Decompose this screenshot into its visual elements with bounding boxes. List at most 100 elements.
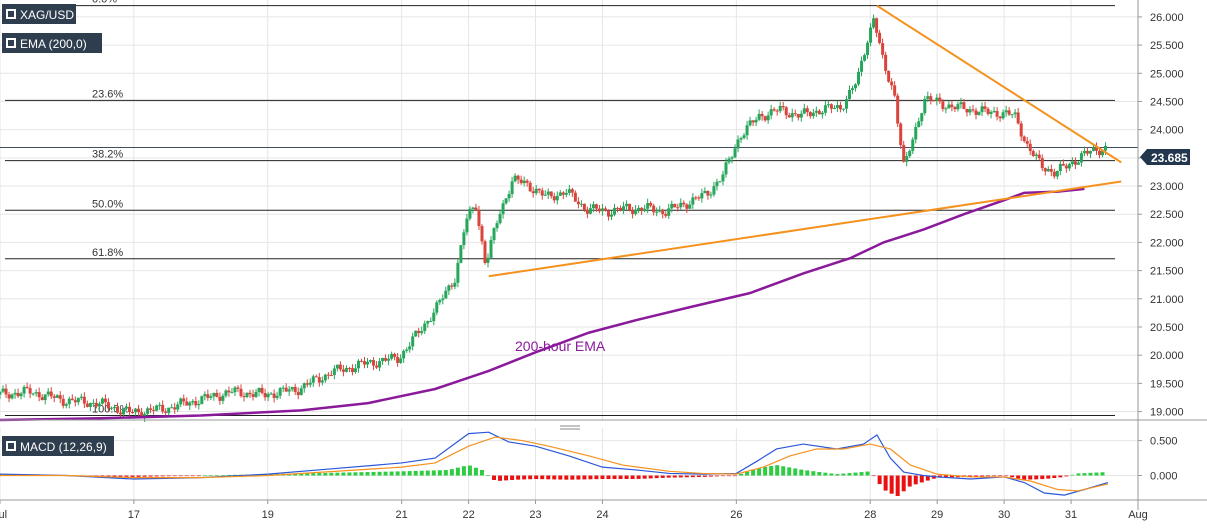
candle-body — [215, 392, 219, 397]
fib-level-label: 61.8% — [92, 247, 123, 259]
macd-histogram-bar — [371, 471, 376, 476]
macd-histogram-bar — [714, 475, 719, 477]
candle-body — [941, 101, 945, 109]
macd-histogram-bar — [516, 475, 521, 480]
macd-histogram-bar — [829, 473, 834, 476]
candle-body — [1025, 141, 1029, 144]
candle-body — [953, 107, 957, 110]
candle-body — [281, 387, 285, 389]
macd-histogram-bar — [769, 465, 774, 476]
candle-body — [317, 377, 321, 383]
candle-body — [212, 392, 216, 397]
macd-histogram-bar — [739, 473, 744, 476]
candle-body — [513, 175, 517, 182]
support-trendline — [488, 180, 1122, 278]
candle-body — [968, 109, 972, 113]
candle-body — [965, 108, 969, 113]
candle-body — [1, 388, 5, 392]
candle-body — [266, 393, 270, 398]
panel-resize-handle[interactable] — [560, 425, 580, 430]
macd-histogram-bar — [419, 470, 424, 476]
candle-body — [525, 180, 529, 183]
candle-body — [471, 207, 475, 209]
candle-body — [847, 89, 851, 100]
ema-legend[interactable]: EMA (200,0) — [2, 33, 102, 53]
candle-body — [103, 398, 107, 403]
grid — [0, 0, 1139, 500]
candle-body — [197, 404, 201, 406]
candle-body — [588, 208, 592, 214]
candle-body — [718, 181, 722, 183]
candle-body — [1091, 146, 1095, 151]
candle-body — [185, 401, 189, 406]
candle-body — [905, 156, 909, 162]
candle-body — [188, 402, 192, 406]
macd-histogram-bar — [540, 475, 545, 480]
candle-body — [634, 209, 638, 214]
fibonacci-levels: 0.0%23.6%38.2%50.0%61.8%100.0% — [0, 0, 1138, 416]
candle-body — [504, 198, 508, 204]
candle-body — [567, 189, 571, 193]
candle-body — [269, 393, 273, 395]
candle-body — [1073, 161, 1077, 165]
candle-body — [483, 241, 487, 263]
macd-histogram-bar — [486, 474, 491, 476]
macd-histogram-bar — [1100, 472, 1105, 476]
candle-body — [100, 398, 104, 404]
candle-body — [582, 203, 586, 210]
x-tick-label: 29 — [931, 509, 943, 521]
candle-body — [272, 393, 276, 398]
macd-histogram-bar — [425, 470, 430, 476]
candle-body — [1094, 146, 1098, 151]
candle-body — [79, 396, 83, 398]
candle-body — [1040, 158, 1044, 169]
candle-body — [745, 125, 749, 136]
candle-body — [260, 387, 264, 394]
macd-histogram-bar — [401, 471, 406, 476]
candle-body — [37, 392, 41, 398]
candle-body — [134, 408, 138, 413]
macd-histogram-bar — [136, 475, 141, 477]
overlays — [0, 4, 1122, 422]
candle-body — [46, 391, 50, 395]
macd-legend[interactable]: MACD (12,26,9) — [2, 436, 114, 456]
candle-body — [131, 411, 135, 413]
candle-body — [932, 100, 936, 102]
candle-body — [829, 104, 833, 109]
candle-body — [555, 195, 559, 201]
fib-level-label: 38.2% — [92, 149, 123, 161]
macd-histogram-bar — [184, 475, 189, 477]
macd-histogram-bar — [1022, 475, 1027, 480]
candle-body — [58, 395, 62, 399]
ema-legend-label: EMA (200,0) — [20, 37, 87, 51]
macd-histogram-bar — [986, 475, 991, 477]
candle-body — [742, 135, 746, 138]
candle-body — [733, 148, 737, 158]
candle-body — [112, 407, 116, 409]
macd-histogram-bar — [1046, 475, 1051, 479]
candle-body — [447, 285, 451, 291]
candle-body — [866, 42, 870, 56]
candle-body — [335, 364, 339, 369]
candle-body — [850, 88, 854, 90]
macd-histogram-bar — [473, 467, 478, 476]
candle-body — [1028, 143, 1032, 151]
x-tick-label: 23 — [529, 509, 541, 521]
macd-histogram-bar — [690, 475, 695, 478]
candle-body — [884, 54, 888, 71]
candle-body — [564, 192, 568, 195]
candle-body — [977, 112, 981, 115]
candle-body — [510, 181, 514, 195]
x-tick-label: 22 — [462, 509, 474, 521]
y-tick-label: 26.000 — [1150, 12, 1184, 24]
candle-body — [787, 115, 791, 118]
candle-body — [1101, 150, 1105, 156]
candle-body — [685, 204, 689, 209]
candle-body — [275, 395, 279, 398]
candle-body — [308, 382, 312, 385]
macd-histogram-bar — [733, 475, 738, 477]
candle-body — [263, 393, 267, 398]
symbol-legend[interactable]: XAG/USD — [2, 4, 76, 24]
macd-histogram-bar — [943, 475, 948, 478]
candle-body — [682, 202, 686, 205]
